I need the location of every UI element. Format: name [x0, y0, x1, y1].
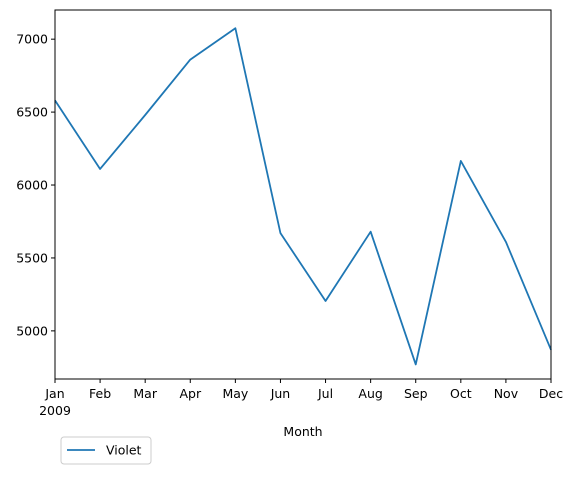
y-tick-label: 6500 [16, 105, 48, 120]
series-lines [55, 28, 551, 364]
y-tick-label: 6000 [16, 178, 48, 193]
x-axis-ticks: Jan Feb Mar Apr May Jun Jul Aug Sep Oct Nov Dec [44, 379, 563, 401]
x-tick-label: Sep [404, 386, 428, 401]
x-tick-label: Mar [133, 386, 157, 401]
y-tick-label: 7000 [16, 32, 48, 47]
x-tick-label: Nov [494, 386, 519, 401]
x-tick-label: Oct [450, 386, 472, 401]
legend-label: Violet [106, 443, 142, 458]
series-line [55, 28, 551, 364]
legend: Violet [61, 437, 151, 464]
x-tick-label: Apr [179, 386, 201, 401]
x-tick-label: Feb [89, 386, 111, 401]
x-tick-label: May [222, 386, 248, 401]
x-tick-label: Jul [317, 386, 333, 401]
y-tick-label: 5500 [16, 250, 48, 265]
x-tick-label: Aug [358, 386, 382, 401]
x-tick-label: Dec [539, 386, 563, 401]
x-tick-label: Jun [270, 386, 291, 401]
y-tick-label: 5000 [16, 323, 48, 338]
x-tick-label: Jan [44, 386, 64, 401]
axes-frame [55, 10, 551, 379]
x-axis-year-label: 2009 [39, 403, 71, 418]
y-axis-ticks: 5000 5500 6000 6500 7000 [16, 32, 55, 339]
x-axis-label: Month [283, 424, 322, 439]
